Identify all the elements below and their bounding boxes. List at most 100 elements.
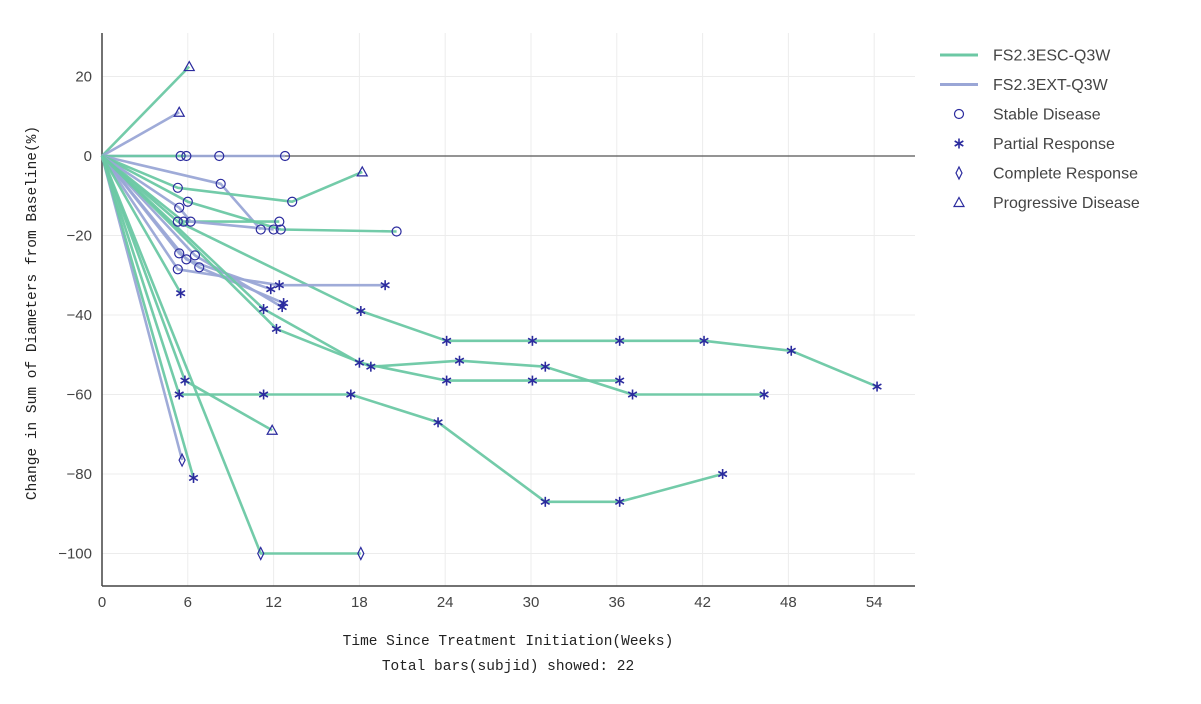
stable-disease-marker: [172, 182, 183, 193]
x-axis-subtitle: Total bars(subjid) showed: 22: [382, 659, 634, 675]
legend: FS2.3ESC-Q3W FS2.3EXT-Q3W Stable Disease Pa…: [940, 48, 1140, 212]
subject-line-9: [101, 154, 274, 231]
stable-disease-marker: [174, 248, 185, 259]
partial-response-marker: [540, 496, 551, 507]
x-tick-label: 30: [523, 594, 540, 611]
legend-item: Partial Response: [954, 136, 1115, 153]
progressive-disease-marker: [266, 424, 279, 435]
series-lines: [100, 65, 878, 555]
stable-disease-marker: [275, 224, 286, 235]
stable-disease-marker: [214, 150, 225, 162]
partial-response-marker: [527, 375, 538, 386]
partial-response-marker: [258, 389, 269, 400]
x-tick-label: 12: [265, 594, 282, 611]
partial-response-marker: [174, 389, 184, 400]
partial-response-marker: [258, 304, 269, 315]
subject-line-19: [100, 155, 723, 504]
stable-disease-marker: [194, 262, 205, 273]
x-tick-label: 18: [351, 594, 368, 611]
legend-item: Complete Response: [955, 165, 1138, 183]
progressive-disease-marker: [356, 165, 369, 177]
stable-disease-marker: [172, 264, 183, 275]
complete-response-marker: [257, 546, 265, 561]
partial-response-marker: [627, 389, 638, 400]
stable-disease-marker: [255, 224, 266, 235]
partial-response-marker: [614, 375, 625, 386]
y-tick-label: −40: [67, 307, 92, 324]
legend-circle-icon: [953, 108, 965, 120]
stable-disease-marker: [175, 150, 186, 162]
stable-disease-marker: [274, 216, 285, 227]
y-tick-label: −80: [67, 466, 92, 483]
x-tick-label: 0: [98, 594, 106, 611]
stable-disease-marker: [287, 196, 298, 207]
stable-disease-marker: [182, 196, 193, 207]
partial-response-marker: [433, 417, 443, 428]
gridlines: [102, 33, 915, 586]
partial-response-marker: [717, 469, 728, 479]
stable-disease-marker: [178, 216, 189, 227]
legend-asterisk-icon: [954, 138, 964, 149]
partial-response-marker: [354, 357, 365, 368]
subject-line-13: [101, 155, 283, 309]
stable-disease-marker: [215, 178, 226, 189]
subject-line-2: [101, 111, 180, 158]
legend-item: FS2.3EXT-Q3W: [940, 77, 1109, 94]
axes: [101, 33, 915, 587]
legend-diamond-icon: [955, 165, 963, 181]
stable-disease-marker: [391, 226, 402, 237]
stable-disease-marker: [181, 254, 192, 265]
subject-line-22: [100, 155, 361, 555]
x-tick-label: 54: [866, 594, 883, 611]
legend-label: FS2.3ESC-Q3W: [993, 48, 1111, 65]
partial-response-marker: [786, 345, 796, 356]
stable-disease-marker: [279, 150, 291, 162]
x-tick-label: 42: [694, 594, 711, 611]
partial-response-marker: [366, 361, 376, 372]
partial-response-marker: [527, 335, 538, 346]
partial-response-marker: [441, 335, 452, 346]
y-tick-label: −100: [58, 546, 92, 563]
legend-item: FS2.3ESC-Q3W: [940, 48, 1111, 65]
partial-response-marker: [614, 335, 625, 346]
subject-line-1: [101, 65, 191, 157]
legend-label: Stable Disease: [993, 107, 1101, 124]
partial-response-marker: [540, 361, 551, 372]
complete-response-marker: [357, 546, 365, 561]
y-tick-label: −60: [67, 387, 92, 404]
stable-disease-marker: [189, 250, 201, 261]
legend-label: Complete Response: [993, 166, 1138, 183]
x-tick-label: 48: [780, 594, 797, 611]
partial-response-marker: [175, 288, 186, 299]
partial-response-marker: [441, 375, 452, 386]
subject-line-6: [101, 154, 363, 203]
partial-response-marker: [872, 381, 882, 392]
subject-line-5: [101, 154, 262, 231]
partial-response-marker: [614, 496, 625, 507]
y-tick-label: 20: [75, 69, 92, 86]
subject-line-7: [101, 154, 397, 233]
partial-response-marker: [266, 284, 276, 295]
partial-response-marker: [274, 280, 285, 291]
y-tick-label: 0: [84, 148, 92, 165]
complete-response-marker: [178, 452, 186, 468]
stable-disease-marker: [181, 150, 192, 162]
stable-disease-marker: [172, 216, 183, 227]
legend-label: Partial Response: [993, 136, 1115, 153]
x-tick-label: 6: [184, 594, 192, 611]
partial-response-marker: [271, 323, 282, 334]
x-tick-label: 24: [437, 594, 454, 611]
partial-response-marker: [380, 280, 390, 291]
progressive-disease-marker: [183, 60, 196, 72]
subject-line-16: [101, 155, 620, 382]
partial-response-marker: [188, 472, 199, 483]
response-markers: [172, 60, 882, 561]
partial-response-marker: [454, 355, 465, 366]
stable-disease-marker: [268, 224, 279, 235]
partial-response-marker: [356, 306, 366, 317]
legend-triangle-icon: [952, 196, 966, 208]
partial-response-marker: [346, 389, 356, 400]
tick-labels: 0 6 12 18 24 30 36 42 48 54 20 0 −20 −40 −60 −80 −100: [58, 69, 882, 612]
partial-response-marker: [180, 375, 190, 386]
